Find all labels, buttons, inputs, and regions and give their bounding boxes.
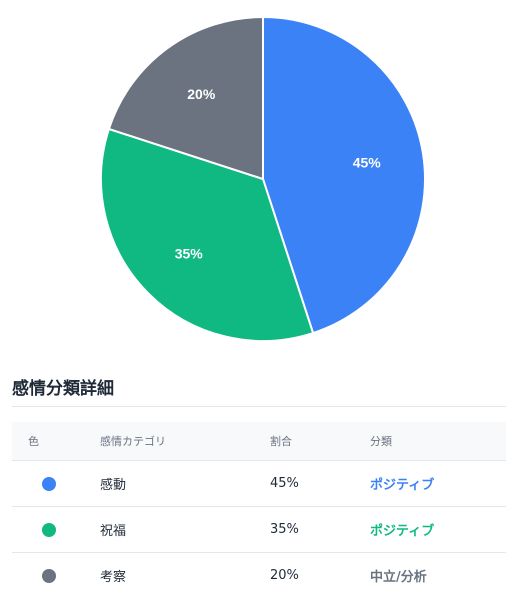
slice-label-1: 45%: [353, 155, 382, 171]
category-cell: 感動: [100, 461, 270, 507]
category-cell: 祝福: [100, 507, 270, 553]
table-header-row: 色 感情カテゴリ 割合 分類: [12, 422, 506, 461]
table-body: 感動 45% ポジティブ 祝福 35% ポジティブ 考察 20% 中立/分析: [12, 461, 506, 598]
ratio-cell: 45%: [270, 461, 370, 507]
header-ratio: 割合: [270, 422, 370, 461]
classification-cell: ポジティブ: [370, 507, 506, 553]
slice-label-3: 20%: [187, 86, 216, 102]
title-divider: [12, 406, 506, 407]
classification-cell: ポジティブ: [370, 461, 506, 507]
pie-chart: 45% 35% 20%: [0, 0, 506, 360]
emotion-detail-table: 色 感情カテゴリ 割合 分類 感動 45% ポジティブ 祝福 35% ポジティブ…: [12, 422, 506, 598]
header-category: 感情カテゴリ: [100, 422, 270, 461]
table-row: 感動 45% ポジティブ: [12, 461, 506, 507]
ratio-cell: 20%: [270, 553, 370, 598]
pie-slices: [101, 17, 425, 341]
green-dot-icon: [42, 523, 56, 537]
header-classification: 分類: [370, 422, 506, 461]
color-cell: [12, 507, 100, 553]
header-color: 色: [12, 422, 100, 461]
ratio-cell: 35%: [270, 507, 370, 553]
blue-dot-icon: [42, 477, 56, 491]
slice-label-2: 35%: [175, 245, 204, 261]
table-header: 色 感情カテゴリ 割合 分類: [12, 422, 506, 461]
table-row: 祝福 35% ポジティブ: [12, 507, 506, 553]
table-title: 感情分類詳細: [12, 374, 114, 399]
color-cell: [12, 553, 100, 598]
color-cell: [12, 461, 100, 507]
category-cell: 考察: [100, 553, 270, 598]
table-row: 考察 20% 中立/分析: [12, 553, 506, 598]
gray-dot-icon: [42, 569, 56, 583]
classification-cell: 中立/分析: [370, 553, 506, 598]
